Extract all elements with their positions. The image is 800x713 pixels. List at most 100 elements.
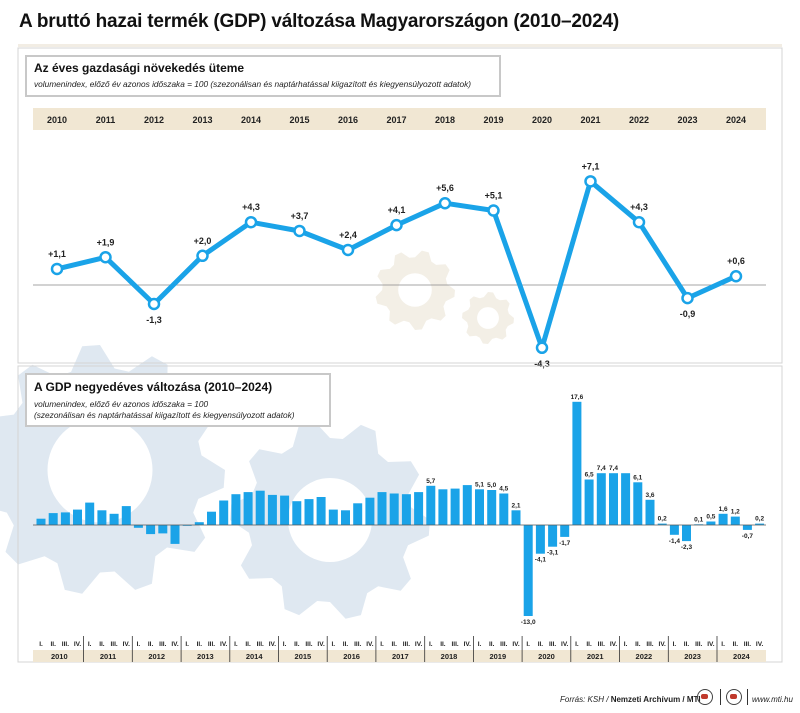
quarterly-bar-49 bbox=[633, 482, 643, 525]
annual-value-label-2012: -1,3 bbox=[146, 315, 162, 325]
quarterly-value-label-49: 6,1 bbox=[633, 474, 642, 481]
quarterly-bar-25 bbox=[341, 510, 350, 525]
quarterly-year-label-2020: 2020 bbox=[538, 652, 555, 661]
quarterly-year-label-2023: 2023 bbox=[684, 652, 701, 661]
quarter-label: IV. bbox=[123, 641, 131, 648]
quarter-label: IV. bbox=[707, 641, 715, 648]
quarterly-bar-50 bbox=[645, 499, 655, 525]
quarterly-bar-58 bbox=[742, 525, 752, 530]
quarterly-bar-28 bbox=[377, 492, 387, 525]
year-label-2015: 2015 bbox=[289, 115, 309, 125]
quarterly-bar-53 bbox=[682, 525, 691, 542]
quarterly-value-label-55: 0,5 bbox=[706, 514, 715, 521]
gear-icon-hole bbox=[47, 417, 153, 523]
quarterly-bar-7 bbox=[121, 506, 131, 525]
annual-value-label-2015: +3,7 bbox=[291, 211, 309, 221]
quarterly-bar-56 bbox=[718, 513, 728, 525]
quarterly-year-label-2016: 2016 bbox=[343, 652, 360, 661]
annual-point-2018 bbox=[438, 196, 452, 210]
annual-value-label-2017: +4,1 bbox=[388, 205, 406, 215]
quarterly-value-label-58: -0,7 bbox=[742, 533, 754, 540]
year-label-2020: 2020 bbox=[532, 115, 552, 125]
quarterly-year-band bbox=[33, 650, 766, 662]
annual-point-2022 bbox=[632, 215, 646, 229]
main-title: A bruttó hazai termék (GDP) változása Ma… bbox=[19, 11, 619, 32]
quarterly-chart-subtitle-2: (szezonálisan és naptárhatással kiigazít… bbox=[34, 410, 295, 420]
annual-value-label-2022: +4,3 bbox=[630, 202, 648, 212]
quarterly-value-label-41: -4,1 bbox=[535, 557, 547, 564]
quarter-label: I. bbox=[331, 641, 335, 648]
quarterly-value-label-57: 1,2 bbox=[731, 509, 740, 516]
quarterly-bar-42 bbox=[548, 525, 558, 547]
quarter-label: II. bbox=[50, 641, 56, 648]
annual-value-label-2016: +2,4 bbox=[339, 230, 357, 240]
footer-source: Forrás: KSH / Nemzeti Archívum / MTI bbox=[560, 695, 701, 704]
quarterly-bar-6 bbox=[109, 513, 119, 525]
quarterly-bar-59 bbox=[755, 523, 765, 525]
quarterly-year-label-2017: 2017 bbox=[392, 652, 409, 661]
quarterly-chart-title: A GDP negyedéves változása (2010–2024) bbox=[34, 380, 272, 394]
annual-point-2023 bbox=[681, 291, 694, 305]
quarter-label: IV. bbox=[220, 641, 228, 648]
quarterly-legend-box bbox=[25, 373, 331, 427]
quarter-label: IV. bbox=[366, 641, 374, 648]
quarterly-year-label-2022: 2022 bbox=[636, 652, 653, 661]
quarter-label: I. bbox=[234, 641, 238, 648]
quarter-label: I. bbox=[575, 641, 579, 648]
quarterly-bar-45 bbox=[584, 479, 594, 525]
mti-logo-icon bbox=[697, 689, 713, 705]
footer-url: www.mti.hu bbox=[752, 695, 793, 704]
quarterly-bar-14 bbox=[207, 511, 216, 525]
quarterly-value-label-39: 2,1 bbox=[511, 502, 520, 509]
quarter-label: III. bbox=[62, 641, 69, 648]
quarter-label: II. bbox=[391, 641, 397, 648]
annual-point-2021 bbox=[584, 175, 597, 188]
quarter-label: IV. bbox=[512, 641, 520, 648]
quarterly-bar-16 bbox=[231, 494, 241, 525]
annual-point-2019 bbox=[487, 204, 500, 217]
annual-value-label-2020: -4,3 bbox=[534, 359, 550, 369]
annual-value-label-2010: +1,1 bbox=[48, 249, 66, 259]
quarterly-bar-32 bbox=[426, 485, 436, 525]
quarter-label: I. bbox=[526, 641, 530, 648]
quarterly-bar-9 bbox=[146, 525, 156, 535]
quarterly-value-label-38: 4,5 bbox=[499, 486, 508, 493]
quarterly-value-label-45: 6,5 bbox=[585, 472, 594, 479]
quarterly-year-label-2015: 2015 bbox=[295, 652, 312, 661]
annual-point-2014 bbox=[244, 215, 258, 229]
quarterly-bar-11 bbox=[170, 525, 180, 544]
quarter-label: III. bbox=[257, 641, 264, 648]
quarter-label: III. bbox=[500, 641, 507, 648]
quarterly-bar-57 bbox=[730, 516, 740, 525]
quarter-label: III. bbox=[403, 641, 410, 648]
year-label-2016: 2016 bbox=[338, 115, 358, 125]
quarterly-bar-18 bbox=[255, 490, 265, 525]
quarterly-value-label-52: -1,4 bbox=[669, 538, 681, 545]
quarter-label: IV. bbox=[269, 641, 277, 648]
quarterly-bar-37 bbox=[487, 490, 497, 525]
annual-value-label-2011: +1,9 bbox=[97, 237, 115, 247]
quarterly-bar-8 bbox=[133, 525, 143, 528]
annual-year-band bbox=[33, 108, 766, 130]
quarterly-bar-41 bbox=[535, 525, 545, 554]
quarterly-bar-29 bbox=[389, 493, 399, 525]
quarterly-year-label-2024: 2024 bbox=[733, 652, 751, 661]
quarter-label: IV. bbox=[561, 641, 569, 648]
quarter-label: II. bbox=[538, 641, 544, 648]
title-rule bbox=[18, 44, 782, 47]
year-label-2024: 2024 bbox=[726, 115, 746, 125]
quarter-label: II. bbox=[197, 641, 203, 648]
annual-year-labels: 2010 2011 2012 2013 2014 2015 2016 2017 2018 2019… bbox=[47, 115, 746, 125]
quarter-label: IV. bbox=[74, 641, 82, 648]
quarterly-bar-17 bbox=[243, 492, 253, 525]
quarter-label: III. bbox=[646, 641, 653, 648]
quarter-label: II. bbox=[635, 641, 641, 648]
quarterly-bar-40 bbox=[523, 525, 533, 616]
quarterly-bar-34 bbox=[450, 488, 460, 525]
quarterly-value-label-32: 5,7 bbox=[426, 478, 435, 485]
quarterly-bar-1 bbox=[48, 513, 58, 525]
annual-point-2013 bbox=[196, 249, 209, 263]
quarterly-bar-27 bbox=[365, 497, 375, 525]
quarter-label: III. bbox=[549, 641, 556, 648]
